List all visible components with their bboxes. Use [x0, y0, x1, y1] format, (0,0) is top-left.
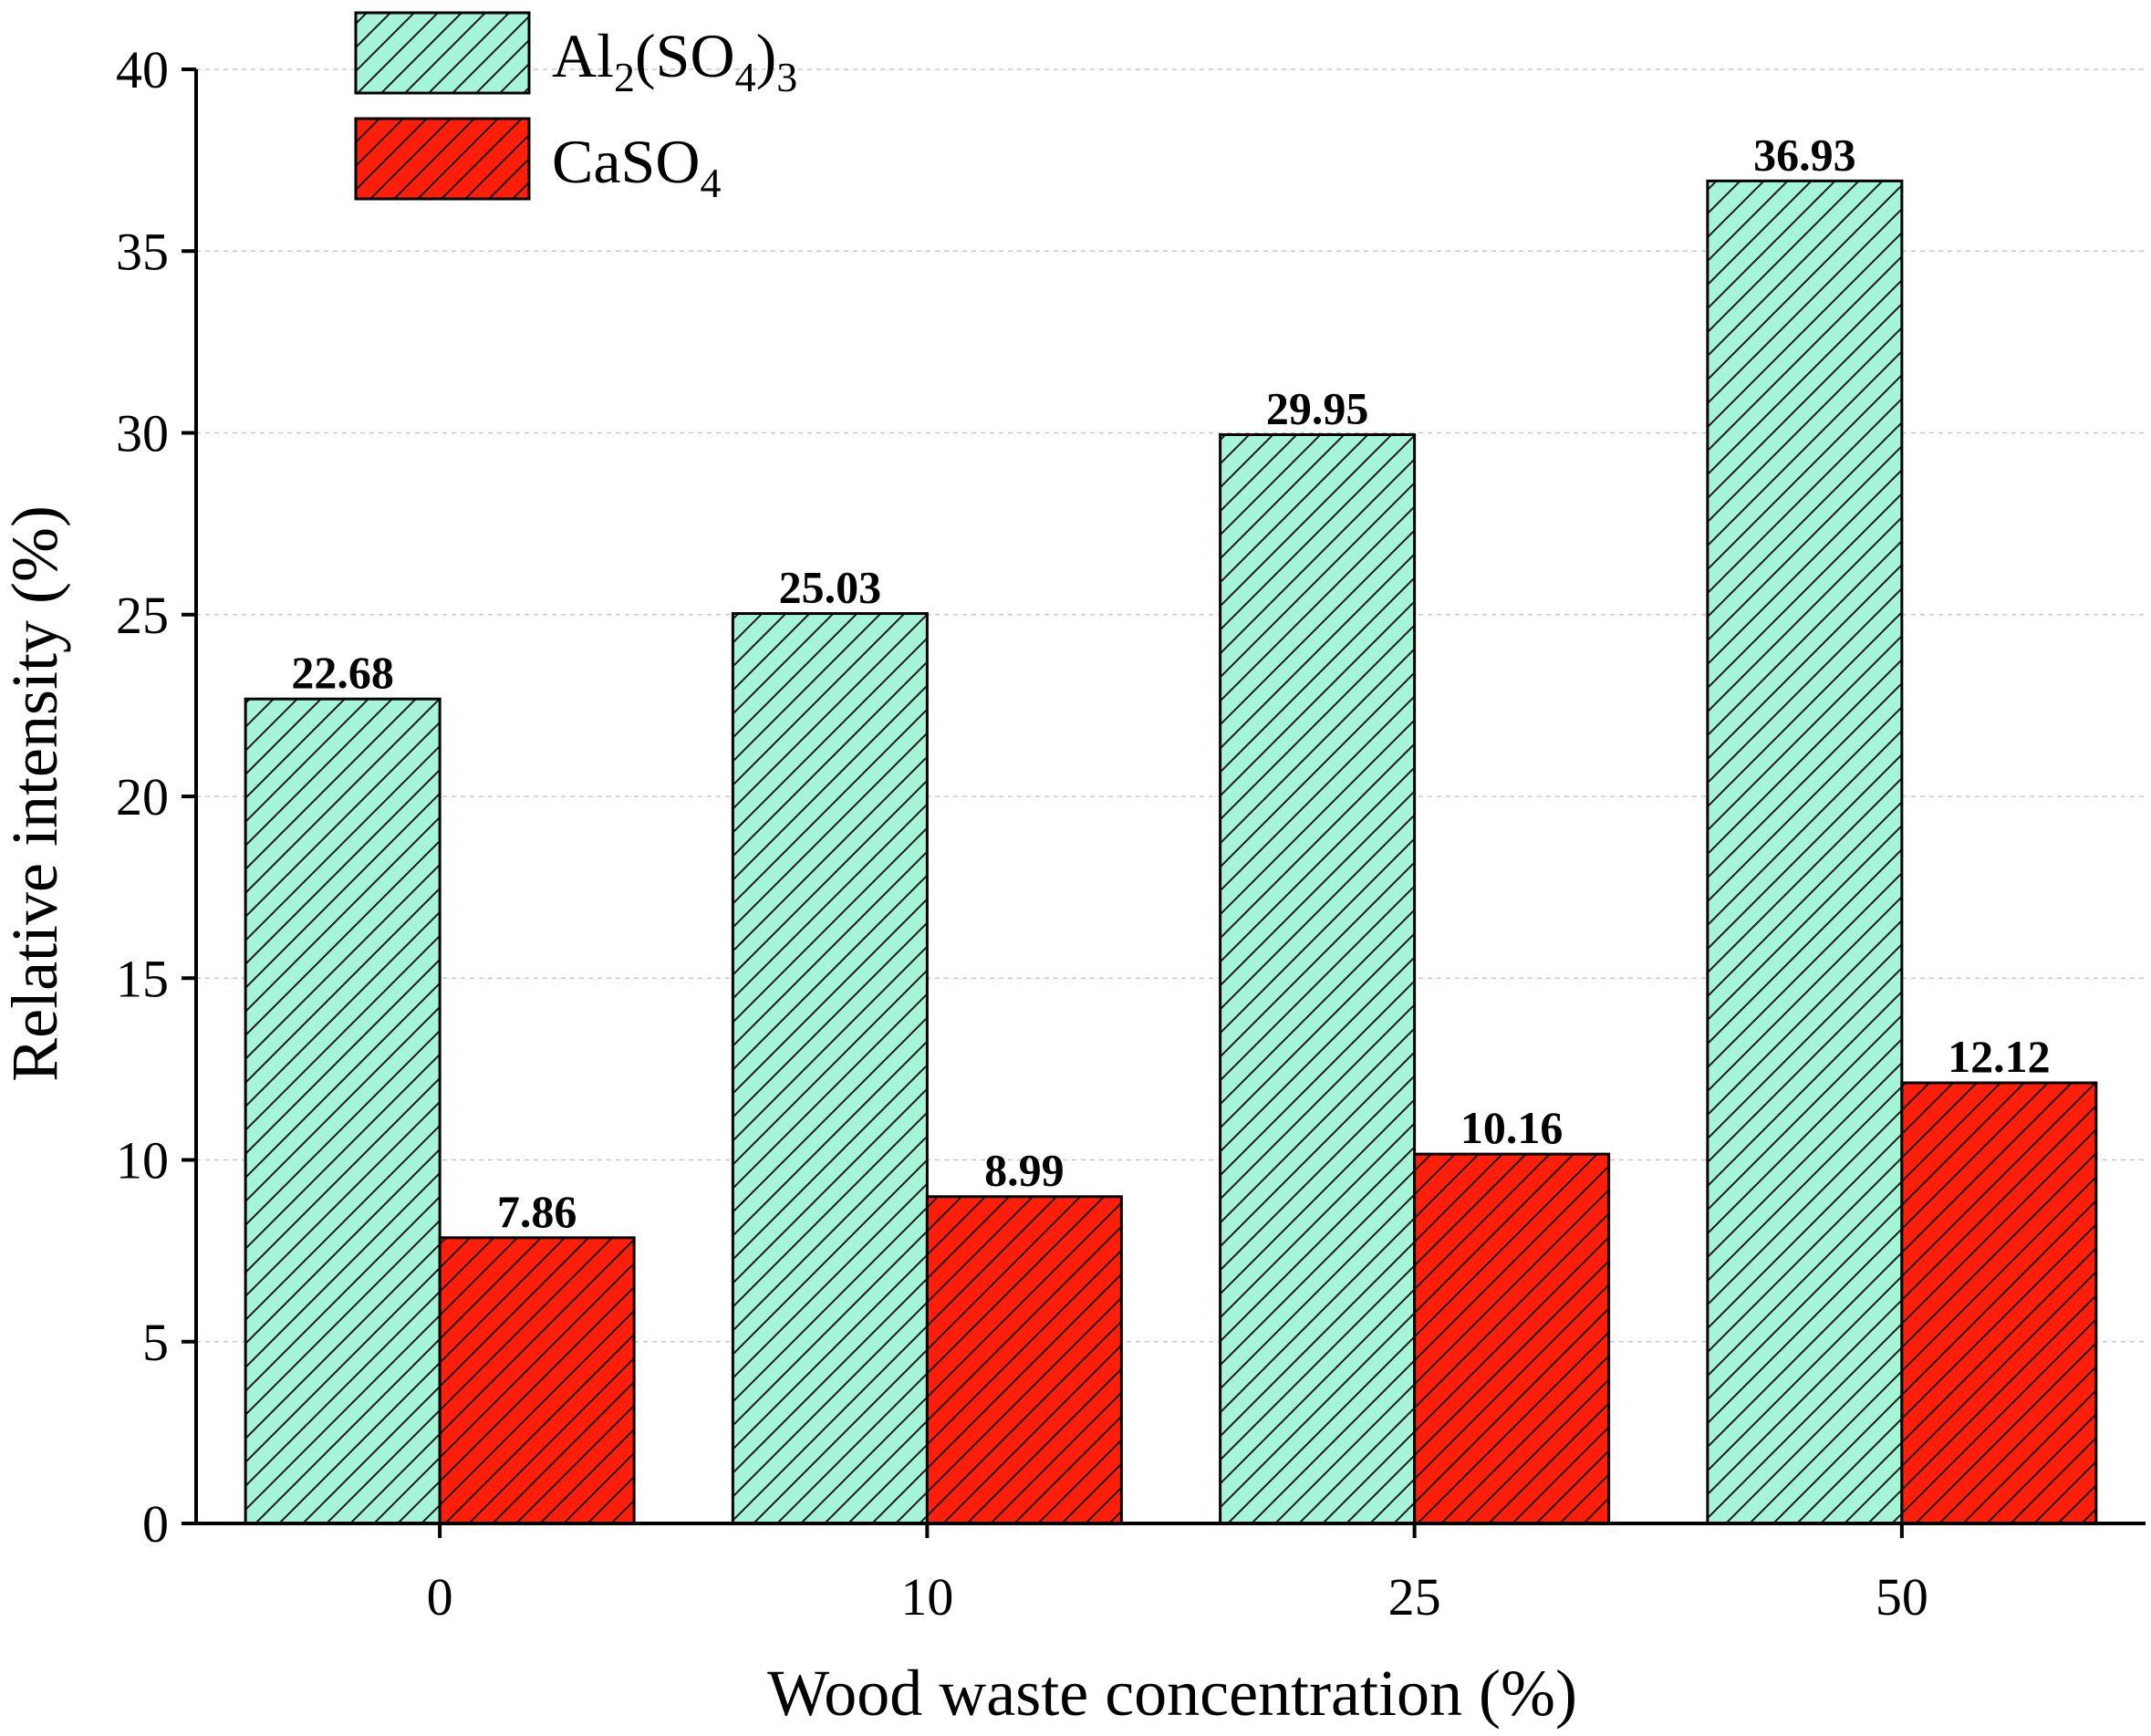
legend-swatch-al2so43: [354, 11, 531, 95]
y-tick-label-30: 30: [116, 404, 169, 463]
data-label-series0-50: 36.93: [1753, 129, 1856, 180]
legend-label-caso4: CaSO4: [552, 127, 721, 206]
bar-series0-50: [1706, 179, 1904, 1525]
data-labels: 22.68 7.86 25.03 8.99 29.95 10.16 36.93 12.12: [291, 129, 2050, 1236]
x-axis-title: Wood waste concentration (%): [767, 1657, 1577, 1730]
bar-series0-0: [244, 697, 442, 1525]
y-tick-label-20: 20: [116, 767, 169, 826]
data-label-series1-0: 7.86: [497, 1186, 577, 1237]
bar-series1-25: [1413, 1152, 1611, 1525]
x-tick-label-50: 50: [1876, 1567, 1928, 1627]
x-tick-label-10: 10: [900, 1567, 953, 1627]
data-label-series1-25: 10.16: [1460, 1102, 1564, 1153]
y-tick-label-25: 25: [116, 586, 169, 645]
y-tick-label-15: 15: [116, 949, 169, 1008]
legend: Al2(SO4)3 CaSO4: [354, 11, 797, 206]
bar-series1-0: [438, 1236, 636, 1525]
bar-series0-10: [731, 612, 929, 1525]
data-label-series0-10: 25.03: [779, 562, 882, 613]
data-label-series1-10: 8.99: [984, 1145, 1065, 1196]
data-label-series0-25: 29.95: [1266, 382, 1369, 433]
x-tick-label-25: 25: [1388, 1567, 1441, 1627]
bar-series1-50: [1900, 1081, 2098, 1525]
y-axis-title: Relative intensity (%): [0, 505, 71, 1082]
data-label-series1-50: 12.12: [1948, 1031, 2051, 1082]
bar-series0-25: [1219, 432, 1417, 1525]
axes: 0 5 10 15 20 25 30 35 40 0 10 25 50: [116, 40, 2146, 1627]
y-tick-label-40: 40: [116, 40, 169, 99]
y-tick-label-5: 5: [142, 1313, 169, 1372]
y-tick-label-10: 10: [116, 1131, 169, 1190]
y-tick-label-35: 35: [116, 222, 169, 281]
y-tick-label-0: 0: [142, 1494, 169, 1554]
x-tick-label-0: 0: [427, 1567, 453, 1627]
bars: [244, 179, 2098, 1525]
bar-series1-10: [925, 1195, 1123, 1525]
legend-label-al2so43: Al2(SO4)3: [552, 21, 797, 100]
data-label-series0-0: 22.68: [291, 647, 394, 698]
legend-swatch-caso4: [354, 117, 531, 201]
